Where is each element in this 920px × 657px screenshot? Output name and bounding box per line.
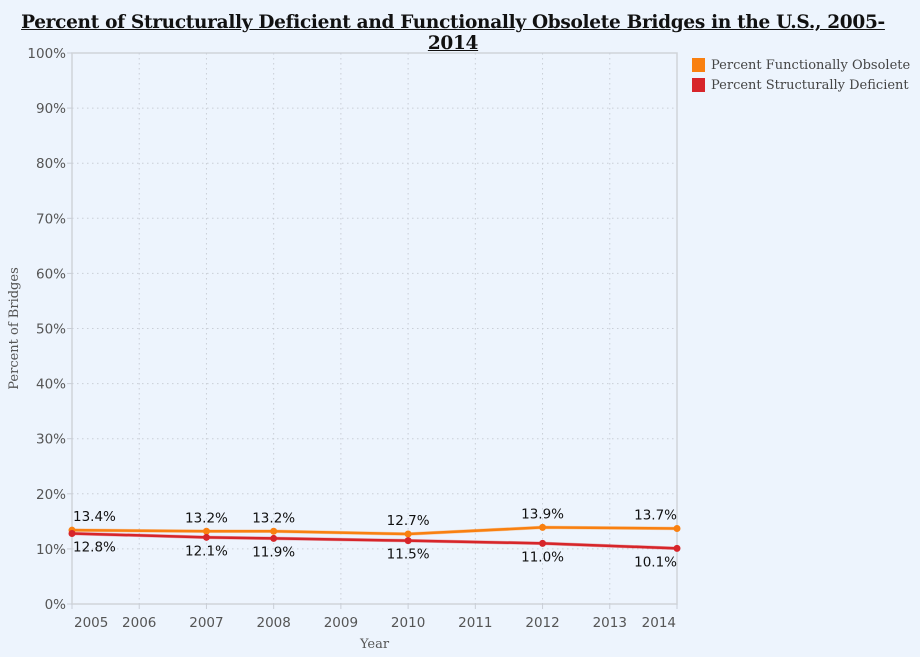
y-tick-label: 70% xyxy=(36,211,66,227)
x-tick-label: 2005 xyxy=(74,615,108,631)
series-line-structurally-deficient xyxy=(71,532,678,550)
y-tick-label: 0% xyxy=(45,597,67,613)
chart-title: Percent of Structurally Deficient and Fu… xyxy=(21,12,885,54)
y-axis-title: Percent of Bridges xyxy=(7,267,22,389)
x-tick-label: 2011 xyxy=(458,615,492,631)
data-label: 13.9% xyxy=(521,506,564,522)
data-label: 12.7% xyxy=(387,513,430,529)
data-label: 12.8% xyxy=(73,539,116,555)
x-tick-label: 2013 xyxy=(593,615,627,631)
data-label: 13.7% xyxy=(634,508,677,524)
data-label: 10.1% xyxy=(634,554,677,570)
data-point xyxy=(673,525,681,533)
data-label: 13.2% xyxy=(185,510,228,526)
x-tick-label: 2012 xyxy=(525,615,559,631)
legend-swatch-structurally-deficient xyxy=(692,78,705,92)
x-tick-label: 2006 xyxy=(122,615,156,631)
data-point xyxy=(539,539,547,547)
y-tick-label: 30% xyxy=(36,432,66,448)
data-point xyxy=(270,534,278,542)
x-tick-label: 2014 xyxy=(642,615,676,631)
x-tick-label: 2007 xyxy=(189,615,223,631)
x-axis-title: Year xyxy=(359,637,390,652)
y-tick-label: 80% xyxy=(36,156,66,172)
legend-label: Percent Functionally Obsolete xyxy=(711,57,911,73)
legend: Percent Functionally Obsolete Percent St… xyxy=(692,55,910,95)
series-line-functionally-obsolete xyxy=(71,526,678,536)
y-tick-label: 10% xyxy=(36,542,66,558)
data-point xyxy=(404,537,412,545)
legend-item-functionally-obsolete[interactable]: Percent Functionally Obsolete xyxy=(692,55,910,75)
legend-label: Percent Structurally Deficient xyxy=(711,77,909,93)
data-point xyxy=(404,530,412,538)
data-point xyxy=(270,527,278,535)
data-label: 11.5% xyxy=(387,547,430,563)
x-tick-label: 2008 xyxy=(256,615,290,631)
data-label: 11.0% xyxy=(521,549,564,565)
data-point xyxy=(68,529,76,537)
y-tick-label: 60% xyxy=(36,266,66,282)
x-tick-label: 2010 xyxy=(391,615,425,631)
y-tick-label: 90% xyxy=(36,101,66,117)
data-point xyxy=(673,544,681,552)
data-point xyxy=(539,523,547,531)
legend-swatch-functionally-obsolete xyxy=(692,58,705,72)
data-label: 13.2% xyxy=(252,510,295,526)
y-tick-label: 100% xyxy=(27,46,66,62)
x-tick-label: 2009 xyxy=(324,615,358,631)
y-tick-label: 20% xyxy=(36,487,66,503)
legend-item-structurally-deficient[interactable]: Percent Structurally Deficient xyxy=(692,75,910,95)
data-label: 11.9% xyxy=(252,544,295,560)
data-label: 12.1% xyxy=(185,543,228,559)
y-tick-label: 40% xyxy=(36,377,66,393)
data-point xyxy=(202,527,210,535)
data-label: 13.4% xyxy=(73,509,116,525)
y-tick-label: 50% xyxy=(36,322,66,338)
data-point xyxy=(202,533,210,541)
